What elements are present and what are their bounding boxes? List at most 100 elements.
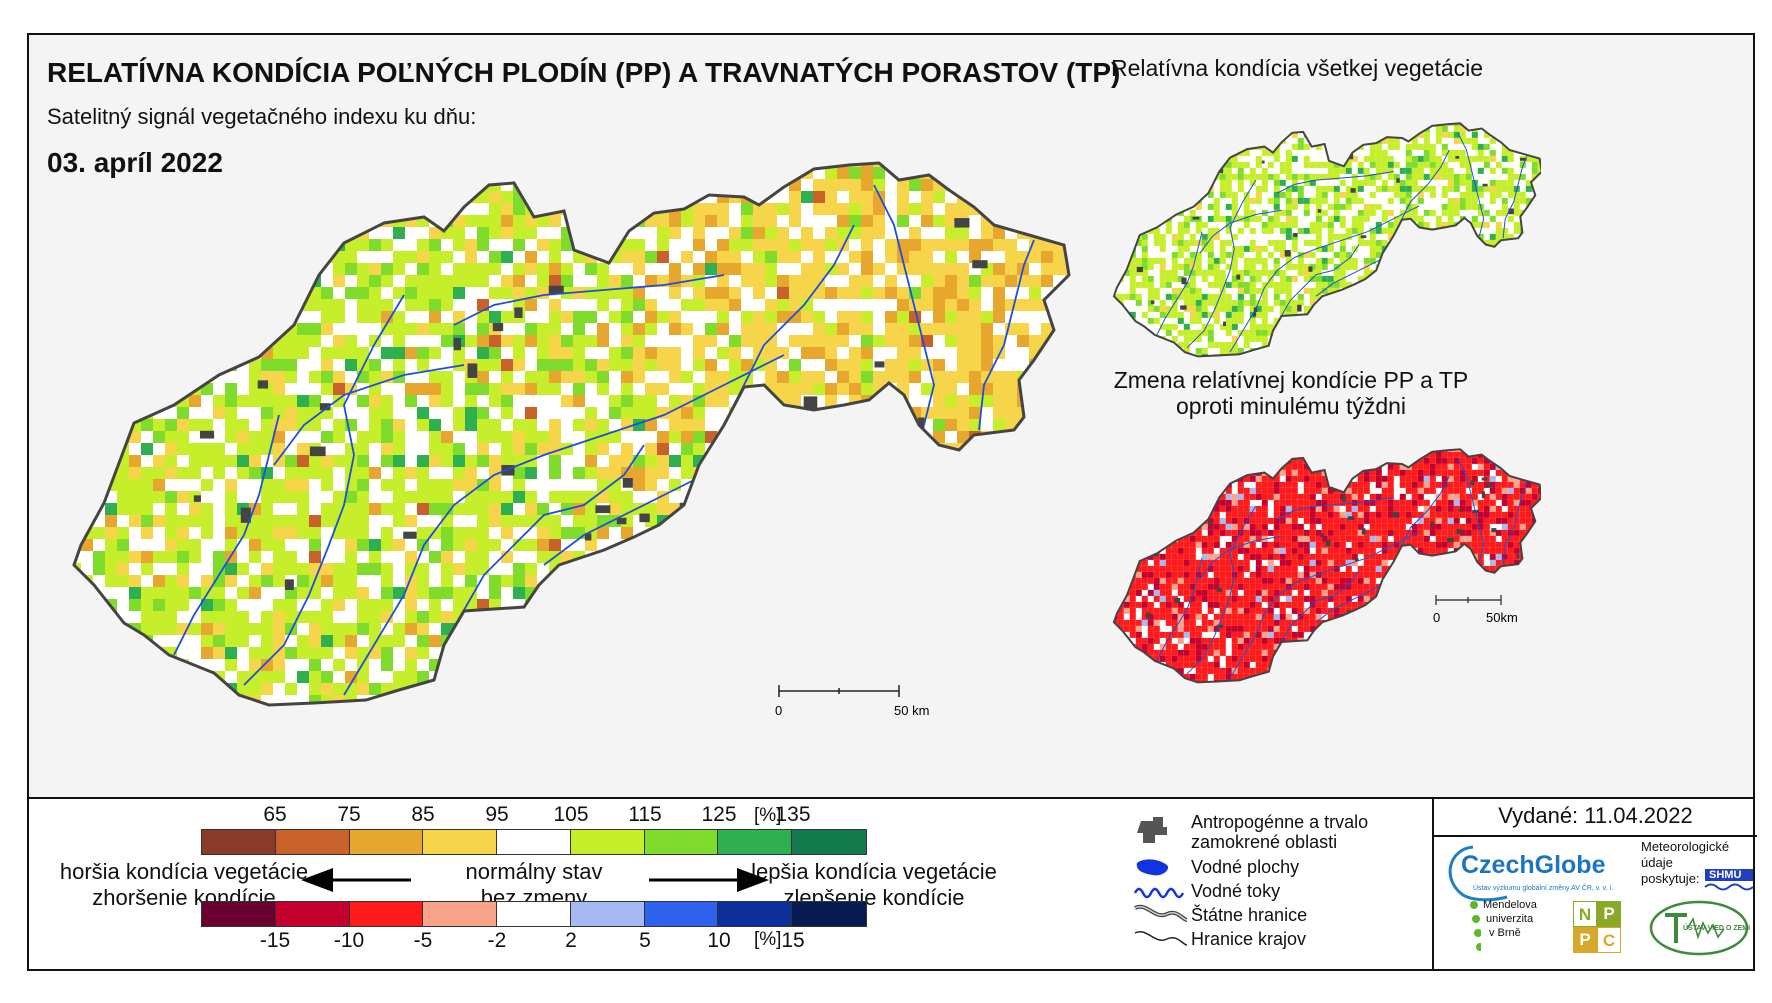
nppc-letter-2: P [1597,901,1621,927]
inset-scale-bar: 0 50km [1433,595,1518,625]
meteo-provider-1: Meteorologické [1641,839,1730,854]
change-swatch [644,902,719,926]
mendel-name-3: v Brně [1489,927,1521,939]
change-swatch [497,902,571,926]
anthropogenic-area-icon [1137,817,1167,843]
water-body-icon [1136,859,1169,876]
change-swatch [570,902,645,926]
change-swatch [275,902,350,926]
czechglobe-swoosh-icon [1448,845,1508,902]
uvz-logo: ÚSTAV VIED O ZEMI [1647,899,1751,957]
change-swatch [423,902,498,926]
main-scale-fifty: 50 km [894,703,929,718]
inset-scale-fifty: 50km [1486,610,1518,625]
mendel-name-2: univerzita [1486,913,1534,925]
legend-tick: 65 [263,803,287,826]
mendel-name-1: Mendelova [1483,899,1537,911]
uvz-emblem-icon [1649,900,1749,956]
key-anthropogenic-2: zamokrené oblasti [1191,832,1338,852]
change-swatch [718,902,793,926]
change-swatch [349,902,424,926]
legend-tick: 75 [337,803,361,826]
key-anthropogenic-1: Antropogénne a trvalo [1191,812,1369,832]
watercourse-icon [1133,887,1185,899]
condition-swatch [275,830,350,854]
key-water-bodies: Vodné plochy [1191,857,1300,877]
mendel-logo: Mendelova univerzita v Brně [1467,899,1547,957]
map-panel: RELATÍVNA KONDÍCIA POĽNÝCH PLODÍN (PP) A… [29,35,1753,799]
change-swatch [202,902,276,926]
legend-tick: 125 [701,803,737,826]
legend-tick: 5 [639,929,651,952]
meteo-provider-3: poskytuje: [1641,871,1700,886]
czechglobe-logo: CzechGlobe Ústav výzkumu globální změny … [1439,839,1639,907]
map-date: 03. apríl 2022 [47,147,223,178]
condition-swatch [718,830,793,854]
arrow-right-icon [649,868,769,892]
uvz-text: ÚSTAV VIED O ZEMI [1683,925,1751,932]
legend-normal-1: normálny stav [465,859,603,884]
change-swatch [792,902,867,926]
legend-tick: 15 [781,929,805,952]
legend-tick: 2 [565,929,577,952]
nppc-letter-3: P [1573,927,1597,953]
inset-change-title-1: Zmena relatívnej kondície PP a TP [1113,367,1469,393]
shmu-waves-icon [1704,869,1754,891]
inset-all-title: Relatívna kondícia všetkej vegetácie [1111,55,1484,81]
legend-better-1: lepšia kondícia vegetácie [751,859,997,884]
legend-tick: -15 [259,929,291,952]
meteo-provider-2: údaje [1641,855,1673,870]
main-scale-bar: 0 50 km [775,685,929,718]
shmu-text: SHMÚ [1709,869,1742,881]
legend-worse-1: horšia kondícia vegetácie [59,859,309,884]
condition-swatch [497,830,571,854]
condition-swatch [570,830,645,854]
condition-swatch [423,830,498,854]
legend-panel: 65 75 85 95 105 115 125 135 [%] horšia kondícia… [29,799,1757,969]
legend-tick: 85 [411,803,435,826]
inset-scale-zero: 0 [1433,610,1440,625]
czechglobe-name: CzechGlobe [1461,851,1606,879]
key-watercourses: Vodné toky [1191,881,1281,901]
key-state-border: Štátne hranice [1191,905,1308,925]
map-sheet: RELATÍVNA KONDÍCIA POĽNÝCH PLODÍN (PP) A… [27,33,1757,971]
legend-arrows [301,868,769,892]
main-condition-map: 0 50 km [72,161,1071,718]
legend-tick: 115 [628,803,662,826]
condition-color-bar [201,829,867,855]
main-map-border [72,161,1071,707]
inset-all-vegetation-map [1112,122,1541,358]
legend-tick: -2 [487,929,507,952]
legend-divider-vertical [1432,799,1434,969]
condition-unit: [%] [754,805,782,826]
map-title: RELATÍVNA KONDÍCIA POĽNÝCH PLODÍN (PP) A… [47,57,1121,88]
condition-swatch [792,830,867,854]
legend-tick: 135 [775,803,811,826]
change-color-bar [201,901,867,927]
main-map-rivers [173,184,1035,696]
condition-swatch [202,830,276,854]
legend-tick: 10 [707,929,731,952]
nppc-logo: N P P C [1573,901,1621,953]
nppc-letter-4: C [1597,927,1621,953]
key-regional-border: Hranice krajov [1191,929,1307,949]
inset-change-title-2: oproti minulému týždni [1175,393,1407,419]
legend-tick: -5 [413,929,433,952]
nppc-letter-1: N [1573,901,1597,927]
shmu-logo: SHMÚ [1703,859,1755,893]
arrow-left-icon [301,868,411,892]
inset-change-map: 0 50km [1112,448,1541,684]
condition-swatch [349,830,424,854]
legend-divider-horizontal [1434,835,1757,837]
mendel-dots-icon [1470,901,1481,951]
legend-tick: 95 [485,803,509,826]
legend-tick: 105 [553,803,589,826]
condition-swatch [644,830,719,854]
main-scale-zero: 0 [775,703,782,718]
map-subtitle: Satelitný signál vegetačného indexu ku d… [47,104,477,129]
legend-tick: -10 [333,929,365,952]
czechglobe-subtitle: Ústav výzkumu globální změny AV ČR, v. v… [1473,885,1614,892]
state-border-icon [1134,904,1188,922]
regional-border-icon [1134,931,1188,946]
change-unit: [%] [754,929,782,950]
